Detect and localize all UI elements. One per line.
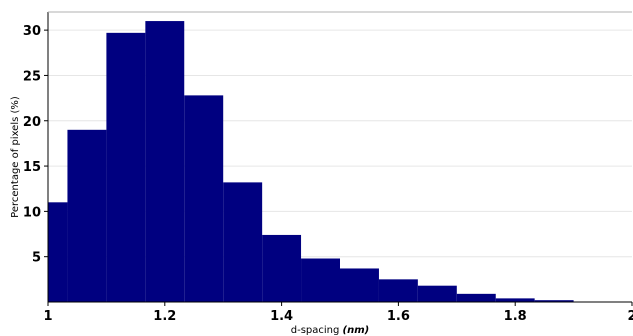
x-tick-label: 1.8 — [504, 309, 527, 324]
histogram-bar — [301, 258, 340, 302]
histogram-bar — [48, 202, 68, 302]
histogram-bar — [534, 300, 574, 302]
x-tick-label: 1.2 — [153, 309, 176, 324]
y-tick-label: 20 — [23, 115, 41, 130]
histogram-bar — [417, 285, 457, 302]
y-tick-label: 15 — [23, 160, 41, 175]
y-tick-label: 30 — [23, 24, 41, 39]
x-tick-label: 1.4 — [270, 309, 293, 324]
histogram-bar — [340, 268, 379, 302]
histogram-bar — [456, 293, 496, 302]
x-tick-label: 1.6 — [387, 309, 410, 324]
y-tick-label: 25 — [23, 69, 41, 84]
histogram-bar — [145, 21, 185, 302]
histogram-bar — [378, 279, 418, 302]
y-tick-label: 5 — [32, 251, 41, 266]
histogram-bar — [262, 234, 302, 302]
x-axis-label: d-spacing (nm) — [291, 325, 369, 336]
y-tick-label: 10 — [23, 205, 41, 220]
histogram-bar — [67, 129, 107, 302]
y-axis-label: Percentage of pixels (%) — [10, 96, 21, 218]
histogram-bar — [184, 95, 224, 302]
histogram-bar — [223, 182, 263, 302]
x-tick-label: 1 — [43, 309, 52, 324]
histogram-bar — [495, 298, 535, 302]
x-tick-label: 2 — [627, 309, 633, 324]
histogram-bar — [106, 32, 146, 302]
